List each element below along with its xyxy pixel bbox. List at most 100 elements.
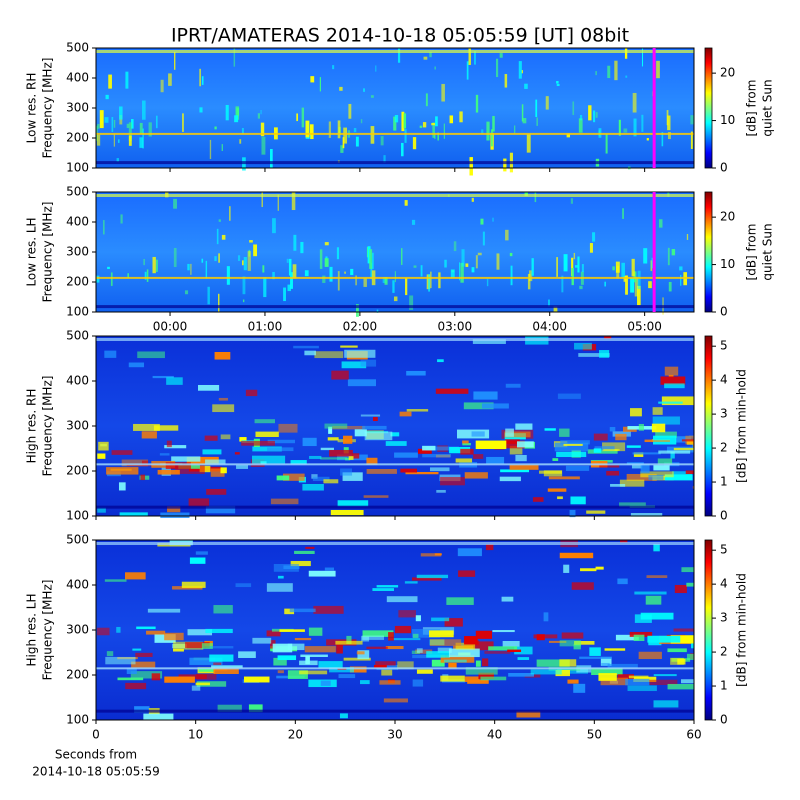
spectrogram-texture xyxy=(480,676,507,681)
spectrogram-texture xyxy=(430,271,432,289)
spectrogram-texture xyxy=(360,359,377,367)
spectrogram-texture xyxy=(686,653,694,660)
spectrogram-texture xyxy=(143,713,174,721)
spectrogram-texture xyxy=(510,265,513,286)
spectrogram-texture xyxy=(607,663,638,668)
spectrogram-texture xyxy=(236,107,240,117)
spectrogram-texture xyxy=(412,137,417,150)
spectrogram-texture xyxy=(272,218,276,234)
spectrogram-texture xyxy=(615,261,620,273)
spectrogram-texture xyxy=(234,115,239,123)
spectrogram-texture xyxy=(406,370,426,376)
spectrogram-texture xyxy=(521,104,524,122)
spectrogram-texture xyxy=(522,118,527,124)
spectrogram-texture xyxy=(411,650,420,655)
spectrogram-texture xyxy=(369,249,373,269)
spectrogram-texture xyxy=(394,625,412,634)
spectrogram-texture xyxy=(111,450,133,455)
x-tick-label: 20 xyxy=(288,728,303,742)
spectrogram-texture xyxy=(555,670,570,677)
spectrogram-texture xyxy=(397,661,414,670)
spectrogram-texture xyxy=(322,275,326,283)
spectrogram-texture xyxy=(287,284,291,292)
spectrogram-texture xyxy=(581,264,584,273)
spectrogram-texture xyxy=(412,633,419,639)
spectrogram-texture xyxy=(477,252,482,256)
spectrogram-texture xyxy=(116,626,121,633)
spectrogram-texture xyxy=(336,247,340,260)
spectrogram-texture xyxy=(432,122,435,138)
colorbar-tick-label: 4 xyxy=(720,373,728,387)
spectrogram-texture xyxy=(531,258,534,276)
spectrogram-texture xyxy=(277,575,284,579)
spectrogram-texture xyxy=(104,350,117,358)
spectrogram-texture xyxy=(125,71,129,89)
y-tick-label: 400 xyxy=(66,578,89,592)
spectrogram-texture xyxy=(117,677,144,681)
colorbar-tick-label: 1 xyxy=(720,679,728,693)
spectrogram-texture xyxy=(111,116,114,133)
spectrogram-texture xyxy=(505,428,514,437)
spectrogram-texture xyxy=(340,345,358,348)
spectrogram-texture xyxy=(199,107,203,113)
spectrogram-texture xyxy=(556,451,587,458)
spectrogram-texture xyxy=(667,115,671,131)
spectrogram-band xyxy=(96,505,694,509)
spectrogram-texture xyxy=(557,496,563,500)
spectrogram-texture xyxy=(640,612,674,620)
spectrogram-texture xyxy=(141,460,149,466)
spectrogram-texture xyxy=(412,679,424,687)
spectrogram-texture xyxy=(438,272,441,289)
spectrogram-texture xyxy=(561,275,564,293)
spectrogram-texture xyxy=(190,263,192,275)
spectrogram-texture xyxy=(556,81,559,84)
spectrogram-texture xyxy=(668,281,672,292)
spectrogram-texture xyxy=(615,433,627,441)
spectrogram-texture xyxy=(388,638,421,641)
spectrogram-texture xyxy=(499,53,503,58)
spectrogram-texture xyxy=(362,425,387,430)
spectrogram-texture xyxy=(617,674,634,680)
spectrogram-texture xyxy=(146,269,149,282)
spectrogram-texture xyxy=(309,455,322,459)
spectrogram-texture xyxy=(385,646,404,650)
spectrogram-texture xyxy=(206,646,234,649)
spectrogram-texture xyxy=(390,432,400,437)
colorbar xyxy=(704,191,713,313)
spectrogram-texture xyxy=(204,435,218,441)
spectrogram-texture xyxy=(160,79,164,93)
spectrogram-texture xyxy=(634,277,639,297)
y-tick-label: 500 xyxy=(66,41,89,55)
colorbar-tick-label: 10 xyxy=(720,113,735,127)
spectrogram-texture xyxy=(113,119,116,128)
spectrogram-texture xyxy=(319,77,321,92)
spectrogram-texture xyxy=(632,92,637,113)
x-tick-label: 02:00 xyxy=(343,320,378,334)
spectrogram-texture xyxy=(376,309,379,313)
spectrogram-texture xyxy=(434,553,442,556)
spectrogram-texture xyxy=(619,479,645,487)
spectrogram-texture xyxy=(375,65,377,72)
spectrogram-texture xyxy=(290,460,307,465)
spectrogram-texture xyxy=(305,120,310,138)
spectrogram-texture xyxy=(174,51,176,70)
spectrogram-band xyxy=(96,194,694,197)
spectrogram-texture xyxy=(468,48,471,65)
spectrogram-texture xyxy=(243,676,270,683)
spectrogram-texture xyxy=(485,544,494,551)
spectrogram-texture xyxy=(226,266,230,285)
spectrogram-texture xyxy=(649,679,678,686)
spectrogram-texture xyxy=(205,459,226,465)
spectrogram-texture xyxy=(680,679,694,684)
spectrogram-texture xyxy=(363,278,367,287)
spectrogram-texture xyxy=(277,655,297,661)
spectrogram-texture xyxy=(339,86,343,91)
spectrogram-texture xyxy=(673,447,694,451)
spectrogram-texture xyxy=(570,496,586,505)
spectrogram-texture xyxy=(627,685,657,692)
spectrogram-texture xyxy=(262,265,265,273)
spectrogram-texture xyxy=(557,393,581,399)
spectrogram-texture xyxy=(486,278,489,287)
spectrogram-texture xyxy=(237,255,241,261)
spectrogram-texture xyxy=(405,471,439,475)
